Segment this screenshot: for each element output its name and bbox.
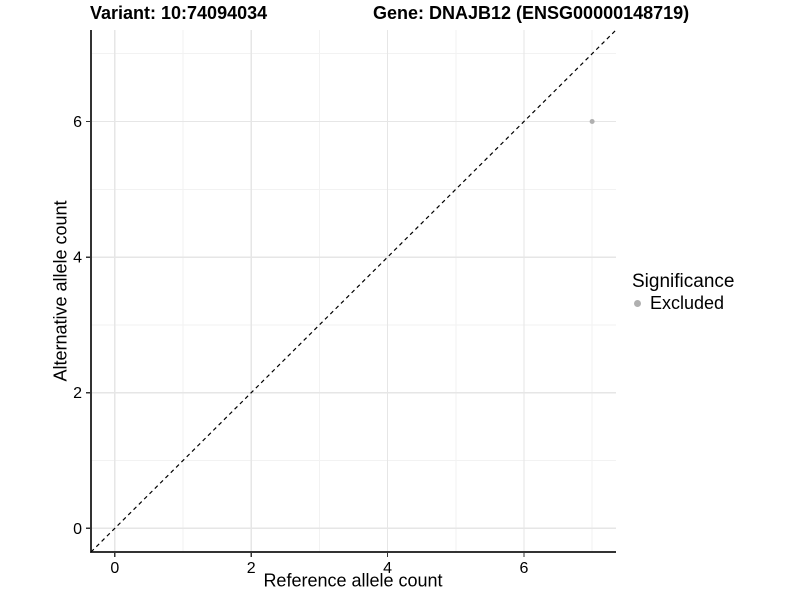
y-axis-title: Alternative allele count — [50, 200, 71, 382]
x-tick-label: 0 — [110, 560, 119, 577]
y-tick-label: 2 — [73, 385, 82, 402]
y-tick-label: 4 — [73, 250, 82, 267]
legend-item-excluded: Excluded — [630, 293, 734, 314]
x-tick-label: 4 — [383, 560, 392, 577]
legend-title: Significance — [632, 271, 735, 292]
x-tick-label: 2 — [247, 560, 256, 577]
y-tick-label: 6 — [73, 114, 82, 131]
legend: Significance Excluded — [630, 271, 734, 314]
x-tick-label: 6 — [520, 560, 529, 577]
x-axis-title: Reference allele count — [263, 570, 443, 591]
y-tick-label: 0 — [73, 521, 82, 538]
identity-line — [90, 29, 617, 553]
plot-title-variant: Variant: 10:74094034 — [90, 3, 268, 23]
legend-item-label: Excluded — [650, 293, 725, 313]
legend-key-dot-icon — [634, 300, 641, 307]
data-point — [589, 119, 595, 125]
plot-title-gene: Gene: DNAJB12 (ENSG00000148719) — [373, 3, 690, 23]
